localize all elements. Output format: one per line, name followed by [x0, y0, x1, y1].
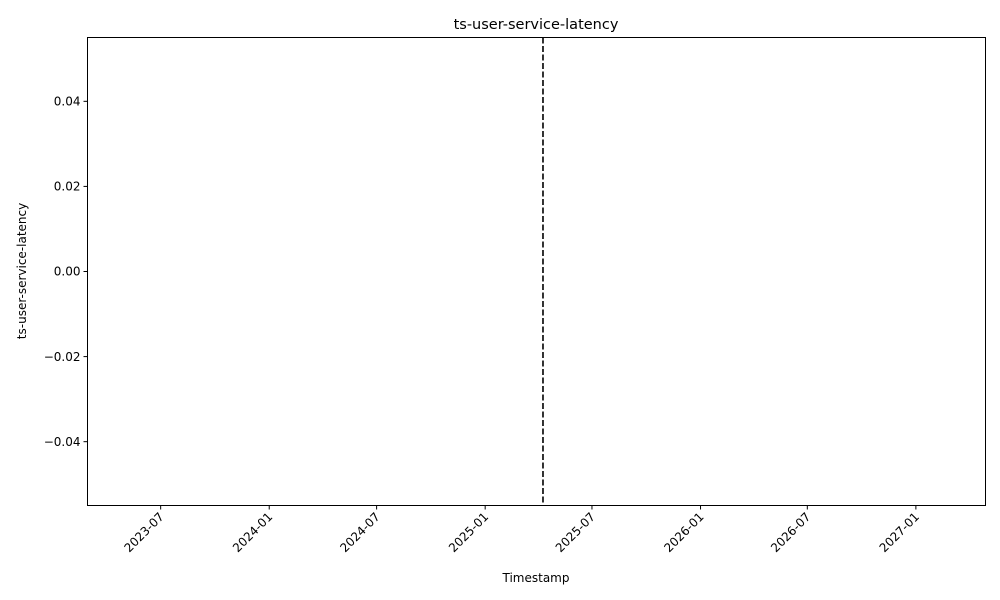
y-axis: 0.04 0.02 0.00 −0.02 −0.04 — [44, 95, 88, 449]
y-tick-label: 0.02 — [54, 180, 81, 194]
y-tick-label: 0.00 — [54, 265, 81, 279]
plot-area — [87, 37, 986, 506]
x-tick-label: 2026-07 — [768, 510, 813, 555]
chart-title: ts-user-service-latency — [454, 17, 619, 33]
x-tick-label: 2024-07 — [337, 510, 382, 555]
x-axis: 2023-07 2024-01 2024-07 2025-01 2025-07 2026-… — [121, 505, 922, 555]
y-tick-label: −0.02 — [44, 350, 81, 364]
x-tick-label: 2025-01 — [446, 510, 491, 555]
x-tick-label: 2024-01 — [230, 510, 275, 555]
x-tick-label: 2026-01 — [661, 510, 706, 555]
y-tick-label: 0.04 — [54, 95, 81, 109]
x-axis-label: Timestamp — [502, 571, 570, 585]
y-axis-label: ts-user-service-latency — [15, 203, 29, 339]
x-tick-label: 2027-01 — [877, 510, 922, 555]
x-tick-label: 2023-07 — [121, 510, 166, 555]
x-tick-label: 2025-07 — [553, 510, 598, 555]
y-tick-label: −0.04 — [44, 435, 81, 449]
